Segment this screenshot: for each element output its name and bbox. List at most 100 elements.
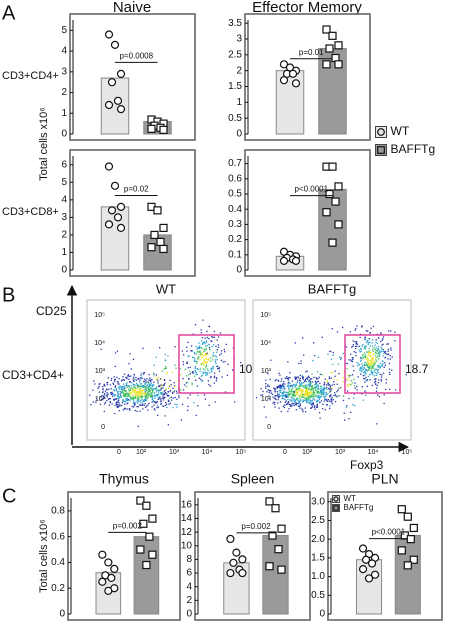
data-point (110, 564, 119, 573)
event-dot (118, 390, 120, 393)
event-dot (164, 367, 166, 369)
event-dot (366, 369, 368, 371)
event-dot (164, 382, 166, 384)
event-dot (131, 387, 133, 389)
event-dot (315, 394, 318, 396)
event-dot (277, 380, 280, 382)
event-dot (351, 360, 354, 363)
event-dot (133, 404, 135, 406)
event-dot (309, 396, 312, 398)
data-point (226, 534, 235, 544)
event-dot (134, 395, 137, 398)
event-dot (286, 395, 288, 398)
data-point (238, 568, 247, 578)
event-dot (352, 357, 354, 359)
event-dot (134, 378, 136, 380)
event-dot (144, 387, 146, 389)
event-dot (278, 393, 281, 396)
event-dot (203, 394, 206, 396)
event-dot (304, 385, 307, 388)
event-dot (311, 399, 313, 402)
event-dot (162, 395, 164, 397)
event-dot (109, 392, 112, 394)
event-dot (271, 393, 274, 395)
event-dot (309, 385, 311, 387)
event-dot (174, 403, 176, 406)
event-dot (367, 375, 369, 378)
event-dot (368, 348, 370, 350)
event-dot (308, 392, 311, 394)
event-dot (318, 396, 320, 398)
event-dot (305, 397, 308, 399)
event-dot (196, 368, 198, 370)
y-axis-label: CD25 (36, 304, 67, 318)
event-dot (299, 379, 301, 381)
data-point (148, 550, 157, 559)
event-dot (151, 398, 154, 401)
event-dot (289, 385, 291, 387)
event-dot (336, 391, 338, 393)
event-dot (382, 348, 384, 351)
data-point (136, 496, 145, 505)
event-dot (277, 397, 280, 399)
plot-frame (67, 491, 181, 621)
event-dot (315, 406, 318, 408)
event-dot (373, 347, 375, 349)
event-dot (290, 388, 292, 391)
data-point (334, 41, 343, 50)
event-dot (201, 347, 203, 350)
event-dot (381, 350, 383, 353)
event-dot (136, 388, 138, 391)
event-dot (373, 361, 376, 363)
event-dot (347, 380, 349, 382)
event-dot (318, 396, 321, 399)
event-dot (114, 378, 116, 380)
event-dot (122, 409, 125, 411)
event-dot (375, 378, 377, 380)
event-dot (120, 396, 122, 398)
event-dot (308, 388, 310, 390)
event-dot (305, 371, 307, 373)
event-dot (130, 375, 132, 377)
y-tick-label: 3 (236, 34, 242, 45)
event-dot (386, 353, 388, 356)
event-dot (324, 378, 326, 380)
event-dot (281, 397, 283, 400)
event-dot (171, 371, 173, 374)
event-dot (126, 395, 129, 398)
event-dot (294, 394, 296, 396)
event-dot (97, 387, 99, 389)
event-dot (301, 376, 304, 378)
event-dot (204, 371, 207, 374)
y-tick-label: 4 (61, 46, 67, 57)
event-dot (153, 401, 155, 403)
event-dot (300, 360, 302, 362)
event-dot (326, 388, 328, 390)
event-dot (363, 347, 365, 349)
event-dot (205, 341, 208, 344)
event-dot (316, 400, 319, 403)
event-dot (173, 382, 175, 384)
event-dot (367, 361, 369, 363)
event-dot (137, 394, 140, 396)
event-dot (288, 377, 290, 379)
event-dot (353, 351, 355, 353)
event-dot (116, 397, 118, 399)
event-dot (367, 330, 369, 332)
event-dot (104, 385, 106, 387)
event-dot (120, 386, 123, 389)
data-point (274, 545, 283, 554)
y-tick-label: 2 (61, 87, 67, 98)
y-tick-label: 0 (59, 609, 65, 620)
event-dot (282, 383, 284, 385)
event-dot (354, 382, 356, 384)
panel-label: B (2, 284, 15, 306)
event-dot (141, 392, 144, 395)
event-dot (380, 333, 382, 335)
event-dot (141, 376, 143, 378)
event-dot (366, 385, 369, 388)
event-dot (114, 412, 116, 415)
event-dot (296, 402, 298, 405)
event-dot (115, 398, 118, 400)
event-dot (371, 362, 373, 365)
